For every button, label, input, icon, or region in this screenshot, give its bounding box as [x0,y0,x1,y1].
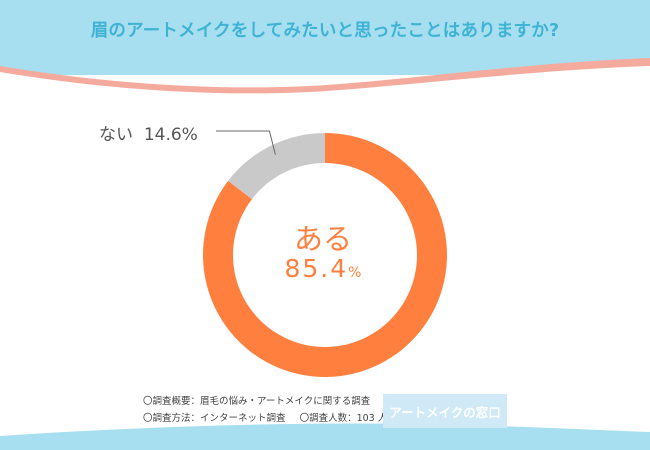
survey-overview: 〇調査概要：眉毛の悩み・アートメイクに関する調査 [143,396,371,407]
bottom-band [0,423,650,450]
leader-line [216,130,276,155]
survey-respondents: 〇調査人数：103 人 [299,413,388,424]
center-value-number: 85.4 [284,254,349,283]
survey-method-line: 〇調査方法：インターネット調査 〇調査人数：103 人 [143,410,387,424]
header-band [0,0,650,75]
slice-label-nai-name: ない [99,125,133,145]
center-label-aru: ある [293,222,352,256]
slice-label-nai-value: 14.6% [143,125,198,145]
slice-nai [228,133,325,200]
slice-label-nai: ない 14.6% [99,120,198,145]
survey-method: 〇調査方法：インターネット調査 [143,413,286,424]
header-wave [0,66,650,450]
center-value-unit: % [348,265,362,281]
center-value-aru: 85.4% [238,254,408,283]
chart-title: 眉のアートメイクをしてみたいと思ったことはありますか? [90,21,560,41]
brand-badge: アートメイクの窓口 [383,394,507,428]
